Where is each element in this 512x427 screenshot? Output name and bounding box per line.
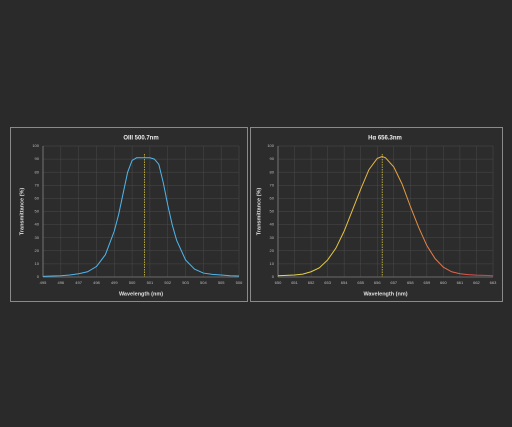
x-tick-label: 658 (407, 280, 414, 285)
y-tick-label: 70 (35, 182, 40, 187)
x-tick-label: 660 (440, 280, 447, 285)
x-axis-label: Wavelength (nm) (363, 291, 407, 297)
y-tick-label: 90 (35, 156, 40, 161)
y-tick-label: 70 (270, 182, 275, 187)
x-tick-label: 657 (390, 280, 397, 285)
y-tick-label: 20 (35, 248, 40, 253)
y-tick-label: 80 (270, 169, 275, 174)
x-tick-label: 506 (236, 280, 243, 285)
y-tick-label: 10 (35, 261, 40, 266)
x-tick-label: 656 (374, 280, 381, 285)
y-tick-label: 90 (270, 156, 275, 161)
y-tick-label: 0 (37, 274, 40, 279)
y-tick-label: 100 (32, 143, 39, 148)
x-tick-label: 497 (75, 280, 82, 285)
transmission-curve (277, 155, 494, 277)
y-tick-label: 40 (35, 222, 40, 227)
x-tick-label: 653 (324, 280, 331, 285)
transmission-curve (42, 157, 240, 277)
x-tick-label: 662 (473, 280, 480, 285)
x-tick-label: 650 (275, 280, 282, 285)
y-tick-label: 60 (35, 195, 40, 200)
panel (10, 127, 248, 302)
y-axis-label: Transmittance (%) (256, 188, 262, 236)
x-tick-label: 504 (200, 280, 207, 285)
y-tick-label: 10 (270, 261, 275, 266)
y-tick-label: 0 (272, 274, 275, 279)
x-axis-label: Wavelength (nm) (119, 291, 163, 297)
x-tick-label: 499 (111, 280, 118, 285)
y-tick-label: 20 (270, 248, 275, 253)
x-tick-label: 663 (490, 280, 497, 285)
y-axis-label: Transmittance (%) (19, 188, 25, 236)
x-tick-label: 661 (457, 280, 464, 285)
y-tick-label: 60 (270, 195, 275, 200)
x-tick-label: 659 (424, 280, 431, 285)
x-tick-label: 505 (218, 280, 225, 285)
y-tick-label: 80 (35, 169, 40, 174)
panel (250, 127, 503, 302)
chart-title: Hα 656.3nm (368, 136, 402, 142)
x-tick-label: 655 (357, 280, 364, 285)
x-tick-label: 503 (182, 280, 189, 285)
x-tick-label: 498 (93, 280, 100, 285)
x-tick-label: 495 (40, 280, 47, 285)
y-tick-label: 40 (270, 222, 275, 227)
x-tick-label: 652 (308, 280, 315, 285)
chart-title: OIII 500.7nm (123, 136, 158, 142)
x-tick-label: 502 (164, 280, 171, 285)
y-tick-label: 50 (270, 209, 275, 214)
x-tick-label: 501 (147, 280, 154, 285)
y-tick-label: 30 (35, 235, 40, 240)
x-tick-label: 496 (57, 280, 64, 285)
y-tick-label: 30 (270, 235, 275, 240)
x-tick-label: 500 (129, 280, 136, 285)
y-tick-label: 50 (35, 209, 40, 214)
x-tick-label: 654 (341, 280, 348, 285)
x-tick-label: 651 (291, 280, 298, 285)
y-tick-label: 100 (267, 143, 274, 148)
